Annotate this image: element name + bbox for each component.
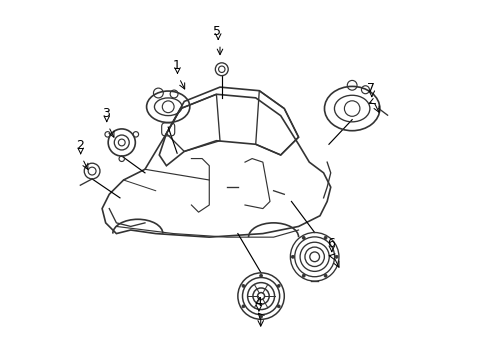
Circle shape xyxy=(335,255,338,258)
Circle shape xyxy=(324,274,327,277)
Circle shape xyxy=(260,315,263,318)
Circle shape xyxy=(302,274,305,277)
Text: 5: 5 xyxy=(213,25,221,38)
Text: 2: 2 xyxy=(75,139,83,152)
Text: 3: 3 xyxy=(102,107,110,120)
Circle shape xyxy=(242,284,245,287)
Circle shape xyxy=(302,237,305,239)
Text: 1: 1 xyxy=(172,59,180,72)
Circle shape xyxy=(242,305,245,308)
Circle shape xyxy=(292,255,294,258)
Circle shape xyxy=(277,305,280,308)
Circle shape xyxy=(277,284,280,287)
Circle shape xyxy=(260,274,263,277)
Text: 7: 7 xyxy=(367,82,375,95)
Text: 4: 4 xyxy=(254,296,262,309)
Text: 6: 6 xyxy=(327,237,335,250)
Circle shape xyxy=(324,237,327,239)
